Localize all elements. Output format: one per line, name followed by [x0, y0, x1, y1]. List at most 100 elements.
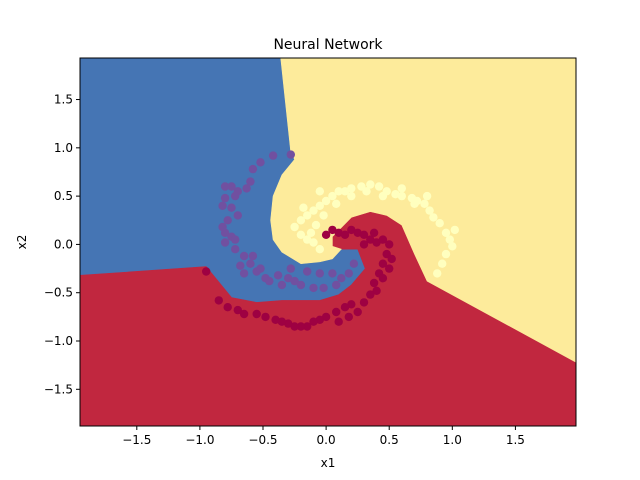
point-class-2 — [309, 206, 318, 215]
x-tick-label: 1.0 — [443, 433, 462, 447]
point-class-2 — [306, 228, 316, 237]
x-axis-label: x1 — [321, 456, 336, 470]
point-class-0 — [239, 251, 249, 261]
x-tick-label: 0.0 — [317, 433, 336, 447]
point-class-1 — [328, 225, 337, 235]
point-class-2 — [374, 182, 384, 191]
point-class-1 — [303, 322, 312, 331]
point-class-0 — [286, 264, 295, 273]
point-class-0 — [337, 274, 346, 283]
point-class-2 — [321, 196, 331, 206]
point-class-2 — [438, 259, 447, 268]
point-class-0 — [284, 274, 293, 283]
point-class-0 — [315, 269, 324, 278]
point-class-0 — [236, 261, 245, 270]
point-class-0 — [220, 182, 230, 191]
point-class-2 — [290, 222, 299, 232]
point-class-2 — [433, 269, 442, 278]
point-class-2 — [450, 225, 459, 235]
point-class-2 — [296, 216, 306, 225]
point-class-2 — [319, 211, 328, 220]
x-tick-label: 0.5 — [380, 433, 399, 447]
point-class-1 — [214, 296, 223, 305]
point-class-0 — [220, 193, 230, 203]
point-class-1 — [239, 309, 249, 319]
point-class-1 — [347, 225, 356, 235]
point-class-0 — [319, 283, 328, 293]
point-class-0 — [233, 211, 242, 220]
point-class-1 — [353, 228, 362, 237]
x-tick-label: −0.5 — [248, 433, 277, 447]
point-class-2 — [391, 190, 400, 199]
point-class-2 — [422, 191, 432, 201]
point-class-0 — [239, 269, 249, 278]
point-class-2 — [445, 235, 454, 244]
point-class-0 — [290, 276, 299, 286]
point-class-1 — [385, 240, 394, 249]
point-class-1 — [385, 264, 394, 273]
point-class-1 — [359, 230, 369, 239]
point-class-2 — [366, 180, 375, 189]
point-class-1 — [233, 305, 242, 315]
point-class-1 — [366, 290, 375, 299]
point-class-1 — [334, 228, 343, 237]
point-class-1 — [261, 312, 270, 322]
point-class-1 — [223, 303, 232, 312]
y-tick-label: −1.0 — [44, 334, 73, 348]
point-class-2 — [347, 184, 356, 193]
point-class-1 — [344, 312, 353, 322]
point-class-0 — [256, 158, 265, 167]
y-tick-label: 1.5 — [54, 93, 73, 107]
point-class-0 — [231, 235, 240, 244]
point-class-1 — [315, 315, 324, 324]
point-class-1 — [340, 230, 350, 239]
y-axis: −1.5 −1.0 −0.5 0.0 0.5 1.0 1.5 — [44, 93, 80, 396]
decision-region-class-2 — [270, 58, 576, 363]
x-tick-label: 1.5 — [506, 433, 525, 447]
point-class-1 — [347, 300, 356, 309]
point-class-2 — [309, 238, 318, 247]
point-class-0 — [268, 151, 278, 160]
point-class-1 — [309, 317, 318, 326]
point-class-1 — [378, 274, 388, 283]
x-tick-label: −1.5 — [122, 433, 151, 447]
point-class-0 — [220, 228, 230, 237]
point-class-0 — [231, 191, 240, 201]
point-class-0 — [231, 245, 240, 254]
point-class-0 — [223, 216, 232, 225]
point-class-0 — [265, 276, 274, 286]
x-axis: −1.5 −1.0 −0.5 0.0 0.5 1.0 1.5 — [122, 426, 525, 447]
point-class-1 — [321, 312, 331, 322]
point-class-1 — [296, 322, 306, 331]
decision-regions — [80, 58, 576, 426]
point-class-1 — [334, 317, 343, 326]
point-class-2 — [315, 245, 324, 254]
point-class-2 — [311, 220, 321, 230]
point-class-0 — [286, 150, 295, 159]
point-class-0 — [248, 164, 258, 174]
scatter-points — [202, 150, 459, 331]
point-class-2 — [397, 184, 406, 193]
point-class-0 — [344, 269, 353, 278]
point-class-0 — [296, 280, 306, 290]
point-class-0 — [256, 264, 265, 273]
point-class-2 — [362, 187, 371, 196]
point-class-0 — [220, 238, 230, 247]
point-class-2 — [397, 191, 406, 201]
point-class-1 — [359, 298, 369, 307]
point-class-2 — [315, 201, 324, 210]
chart-title: Neural Network — [273, 37, 383, 53]
point-class-0 — [246, 259, 255, 268]
plot-frame — [79, 57, 577, 427]
point-class-2 — [441, 228, 451, 237]
point-class-0 — [303, 267, 312, 276]
point-class-1 — [359, 240, 369, 249]
point-class-1 — [369, 228, 379, 237]
point-class-1 — [202, 267, 211, 276]
point-class-2 — [328, 191, 337, 201]
y-tick-label: 0.5 — [54, 189, 73, 203]
point-class-0 — [227, 203, 236, 212]
point-class-1 — [372, 286, 381, 295]
y-axis-label: x2 — [15, 235, 29, 250]
